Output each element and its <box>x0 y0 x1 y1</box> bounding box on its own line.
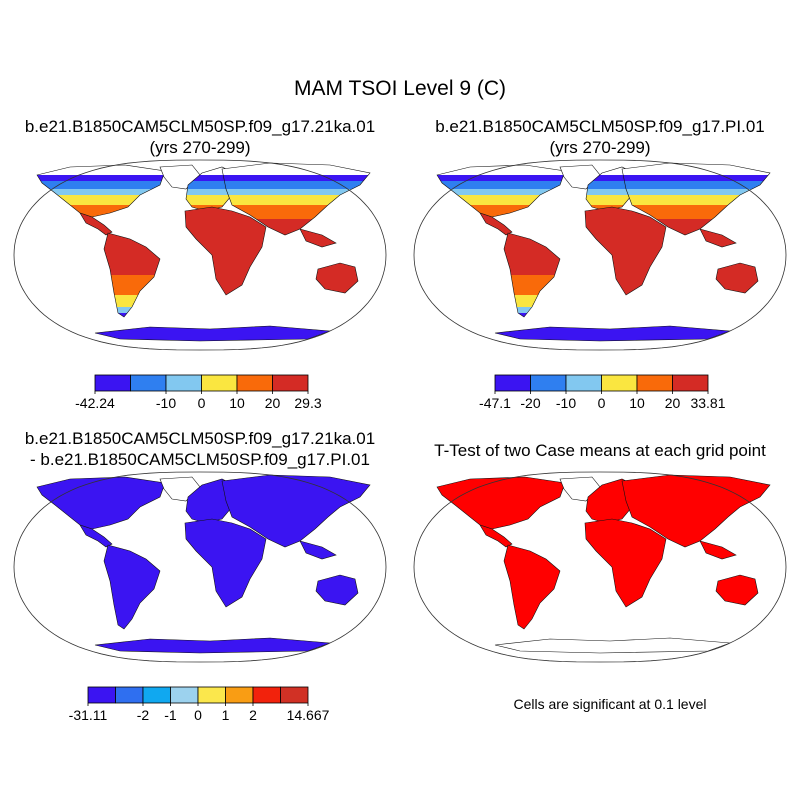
region-north-america <box>436 476 566 530</box>
colorbar-swatch <box>636 374 673 392</box>
region-southeast-asia <box>299 540 337 560</box>
colorbar-swatch <box>201 374 238 392</box>
region-southeast-asia <box>299 228 337 248</box>
colorbar-case: -42.24 -10 0 10 20 29.3 <box>75 374 322 411</box>
colorbar-label: 1 <box>222 707 230 723</box>
colorbar-label: 10 <box>629 395 645 411</box>
region-southeast-asia <box>699 540 737 560</box>
region-antarctica <box>494 637 731 654</box>
colorbar-swatch <box>142 686 171 704</box>
figure-title: MAM TSOI Level 9 (C) <box>294 77 506 100</box>
colorbar-swatch <box>94 374 131 392</box>
panel-difference-title-line1: b.e21.B1850CAM5CLM50SP.f09_g17.21ka.01 <box>24 429 376 448</box>
region-southeast-asia <box>699 228 737 248</box>
region-africa <box>184 518 267 608</box>
map-border <box>13 159 387 351</box>
colorbar-control: -47.1 -20 -10 0 10 20 33.81 <box>479 374 726 411</box>
panel-case-title: b.e21.B1850CAM5CLM50SP.f09_g17.21ka.01 (… <box>0 116 400 158</box>
region-asia <box>621 474 771 548</box>
region-australia <box>715 574 759 606</box>
colorbar-swatch <box>170 686 199 704</box>
panel-case-title-line1: b.e21.B1850CAM5CLM50SP.f09_g17.21ka.01 <box>24 117 376 136</box>
map-border <box>413 159 787 351</box>
colorbar-swatch <box>565 374 602 392</box>
panel-case-title-line2: (yrs 270-299) <box>149 138 251 157</box>
colorbar-label: 10 <box>229 395 245 411</box>
colorbar-difference: -31.11 -2 -1 0 1 2 14.667 <box>69 686 330 723</box>
region-africa <box>584 518 667 608</box>
colorbar-swatch <box>87 686 116 704</box>
region-africa <box>184 206 267 296</box>
colorbar-label: -1 <box>164 707 177 723</box>
panel-ttest-title: T-Test of two Case means at each grid po… <box>400 440 800 461</box>
colorbar-swatch <box>530 374 567 392</box>
region-asia <box>221 474 371 548</box>
colorbar-swatch <box>280 686 309 704</box>
panel-control-title: b.e21.B1850CAM5CLM50SP.f09_g17.PI.01 (yr… <box>400 116 800 158</box>
colorbar-label: 0 <box>598 395 606 411</box>
colorbar-swatch <box>225 686 254 704</box>
panel-difference-title: b.e21.B1850CAM5CLM50SP.f09_g17.21ka.01 -… <box>0 428 400 470</box>
region-africa <box>584 206 667 296</box>
colorbar-label: 20 <box>665 395 681 411</box>
region-australia <box>315 574 359 606</box>
colorbar-swatch <box>197 686 226 704</box>
colorbar-label: -2 <box>137 707 150 723</box>
region-antarctica <box>94 325 331 342</box>
region-antarctica <box>94 637 331 654</box>
map-difference <box>13 471 387 663</box>
colorbar-swatch <box>130 374 167 392</box>
colorbar-label: -10 <box>156 395 176 411</box>
map-case <box>13 159 387 351</box>
colorbar-label: 14.667 <box>287 707 330 723</box>
colorbar-label: 20 <box>265 395 281 411</box>
region-antarctica <box>494 325 731 342</box>
map-border <box>13 471 387 663</box>
region-australia <box>315 262 359 294</box>
panel-control-title-line2: (yrs 270-299) <box>549 138 651 157</box>
colorbar-label: 0 <box>198 395 206 411</box>
colorbar-label: -42.24 <box>75 395 115 411</box>
map-control <box>413 159 787 351</box>
colorbar-swatch <box>236 374 273 392</box>
significance-note: Cells are significant at 0.1 level <box>513 696 707 712</box>
colorbar-swatch <box>165 374 202 392</box>
region-australia <box>715 262 759 294</box>
colorbar-label: 2 <box>249 707 257 723</box>
panel-ttest-title-line1: T-Test of two Case means at each grid po… <box>434 441 766 460</box>
colorbar-label: 29.3 <box>294 395 321 411</box>
colorbar-label: -10 <box>556 395 576 411</box>
region-south-america <box>503 544 561 630</box>
region-south-america <box>103 544 161 630</box>
colorbar-swatch <box>272 374 309 392</box>
panel-difference-title-line2: - b.e21.B1850CAM5CLM50SP.f09_g17.PI.01 <box>30 450 370 469</box>
colorbar-label: -20 <box>520 395 540 411</box>
colorbar-swatch <box>115 686 144 704</box>
colorbar-swatch <box>252 686 281 704</box>
colorbar-label: -31.11 <box>69 707 108 723</box>
panel-control-title-line1: b.e21.B1850CAM5CLM50SP.f09_g17.PI.01 <box>435 117 765 136</box>
colorbar-swatch <box>601 374 638 392</box>
colorbar-label: 33.81 <box>690 395 725 411</box>
colorbar-label: 0 <box>194 707 202 723</box>
region-north-america <box>36 476 166 530</box>
colorbar-label: -47.1 <box>479 395 511 411</box>
colorbar-swatch <box>672 374 709 392</box>
colorbar-swatch <box>494 374 531 392</box>
map-ttest <box>413 471 787 663</box>
map-border <box>413 471 787 663</box>
